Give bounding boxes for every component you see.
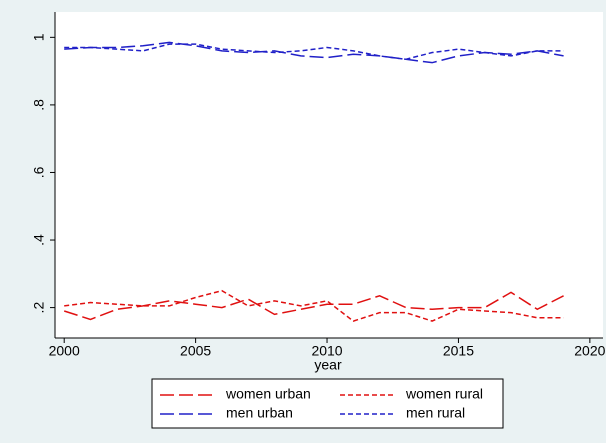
legend-label: women urban — [225, 386, 311, 402]
x-tick-label: 2010 — [311, 343, 342, 359]
series-line — [64, 41, 564, 64]
y-tick-label: .2 — [31, 302, 47, 314]
x-axis-label: year — [314, 357, 342, 373]
y-tick-label: .6 — [31, 166, 47, 178]
x-tick-label: 2020 — [574, 343, 605, 359]
series-line — [63, 291, 564, 321]
x-tick-label: 2015 — [443, 343, 474, 359]
plot-area — [55, 12, 603, 338]
y-tick-label: 1 — [31, 33, 47, 41]
x-tick-label: 2005 — [180, 343, 211, 359]
legend-label: men rural — [406, 405, 465, 421]
legend — [151, 378, 504, 429]
y-tick-label: .4 — [31, 234, 47, 246]
y-tick-label: .8 — [31, 99, 47, 111]
legend-label: women rural — [405, 386, 483, 402]
legend-label: men urban — [226, 405, 293, 421]
series-line — [64, 289, 564, 322]
x-tick-label: 2000 — [49, 343, 80, 359]
series-line — [64, 43, 564, 61]
